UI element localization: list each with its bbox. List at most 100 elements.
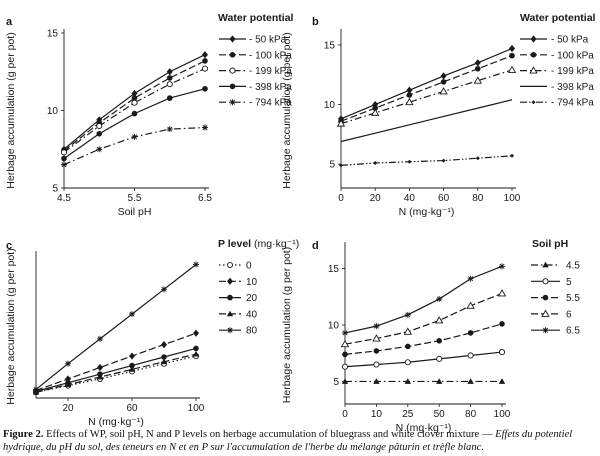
panel-d-data-point bbox=[467, 275, 474, 282]
panel-a-series-2 bbox=[60, 65, 209, 156]
panel-c-series-4 bbox=[33, 261, 199, 393]
panel-b-data-point bbox=[441, 158, 446, 163]
panel-d-data-point bbox=[373, 348, 380, 354]
panel-d-tag: d bbox=[312, 240, 319, 252]
panel-b-tag: b bbox=[312, 16, 319, 28]
panel-d-legend-label: 6.5 bbox=[566, 326, 580, 337]
panel-c-data-point bbox=[193, 329, 199, 337]
panel-d-data-point bbox=[372, 334, 381, 342]
panel-b-data-point bbox=[405, 97, 414, 106]
panel-d-x-tick-label: 25 bbox=[402, 409, 414, 420]
panel-b-series-line bbox=[340, 155, 513, 166]
panel-d-legend-marker bbox=[542, 294, 549, 301]
panel-b-legend-label: - 794 kPa bbox=[551, 98, 594, 109]
panel-a-x-tick-label: 6.5 bbox=[198, 193, 212, 204]
panel-a-y-tick-label: 10 bbox=[47, 106, 59, 117]
panel-d-series-0 bbox=[341, 378, 506, 384]
panel-a-series-line bbox=[63, 126, 206, 166]
panel-d-data-point bbox=[404, 378, 411, 384]
panel-a-x-axis-title: Soil pH bbox=[118, 206, 152, 218]
panel-a-legend-marker bbox=[229, 99, 236, 106]
panel-c-x-tick-label: 60 bbox=[126, 403, 138, 414]
panel-d-series-3 bbox=[340, 289, 507, 348]
panel-c-series-line bbox=[35, 332, 197, 391]
panel-b-data-point bbox=[475, 65, 481, 72]
panel-a-legend-label: - 100 kPa bbox=[249, 50, 292, 61]
panel-d-data-point bbox=[436, 338, 443, 344]
panel-d-data-point bbox=[436, 355, 443, 362]
panel-c-data-point bbox=[160, 358, 168, 365]
panel-d-data-point bbox=[341, 363, 349, 370]
panel-c-data-point bbox=[129, 362, 135, 369]
panel-c-data-point bbox=[65, 360, 71, 367]
panel-d-y-axis-title: Herbage accumulation (g per pot) bbox=[281, 247, 293, 403]
panel-a-data-point bbox=[131, 99, 138, 106]
panel-c-data-point bbox=[128, 366, 136, 372]
panel-b-data-point bbox=[509, 44, 515, 53]
panel-a-data-point bbox=[166, 75, 173, 81]
panel-c-data-point bbox=[161, 354, 167, 360]
panel-b-y-tick-label: 5 bbox=[329, 160, 335, 171]
panel-c-data-point bbox=[96, 373, 104, 380]
panel-d-data-point bbox=[435, 316, 444, 324]
panel-b-legend-title: Water potential bbox=[520, 12, 596, 24]
panel-c-data-point bbox=[161, 341, 167, 349]
panel-d-legend-label: 5.5 bbox=[566, 293, 580, 304]
panel-b-x-tick-label: 0 bbox=[338, 193, 344, 204]
panel-b-legend: Water potential - 50 kPa - 100 kPa - 199 kP… bbox=[520, 12, 596, 109]
panel-a-y-tick-label: 15 bbox=[47, 29, 59, 40]
panel-d-data-point bbox=[436, 378, 443, 384]
panel-b-x-tick-label: 80 bbox=[472, 193, 484, 204]
panel-b-series-4 bbox=[339, 153, 514, 168]
panel-c-legend: P level (mg·kg⁻¹) 0 10 20 40 80 bbox=[218, 238, 299, 337]
panel-d-data-point bbox=[436, 296, 443, 303]
panel-c-tag: c bbox=[6, 240, 12, 252]
panel-a-data-point bbox=[131, 110, 138, 117]
panel-b-x-tick-label: 20 bbox=[370, 193, 382, 204]
panel-b-x-tick-label: 100 bbox=[504, 193, 521, 204]
panel-b-data-point bbox=[440, 79, 447, 85]
panel-a-x-tick-label: 5.5 bbox=[128, 193, 142, 204]
panel-d-data-point bbox=[341, 378, 349, 384]
panel-d-data-point bbox=[373, 361, 380, 368]
panel-d-x-tick-label: 0 bbox=[342, 409, 348, 420]
panel-c-legend-title: P level (mg·kg⁻¹) bbox=[218, 238, 299, 250]
panel-c-data-point bbox=[129, 352, 135, 360]
caption-text: Effects of WP, soil pH, N and P levels o… bbox=[43, 429, 496, 440]
panel-b-data-point bbox=[373, 160, 378, 165]
panel-a-legend-label: - 398 kPa bbox=[249, 82, 292, 93]
panel-a-legend-marker bbox=[229, 52, 236, 58]
panel-b-series-line bbox=[340, 69, 513, 125]
panel-b-legend-label: - 398 kPa bbox=[551, 82, 594, 93]
panel-a-data-point bbox=[166, 126, 173, 133]
panel-d-y-tick-label: 15 bbox=[328, 264, 340, 275]
panel-b-y-axis-title: Herbage accumulation (g per pot) bbox=[281, 32, 293, 188]
panel-a-legend-label: - 794 kPa bbox=[249, 98, 292, 109]
panel-b-legend-label: - 100 kPa bbox=[551, 50, 594, 61]
panel-b-y-tick-label: 10 bbox=[324, 100, 336, 111]
panel-d-data-point bbox=[342, 351, 348, 358]
panel-d-data-point bbox=[403, 327, 412, 335]
panel-b-data-point bbox=[473, 76, 482, 84]
panel-c-legend-label: 40 bbox=[246, 309, 258, 320]
panel-a-data-point bbox=[166, 81, 173, 88]
panel-d-legend-marker bbox=[541, 309, 550, 317]
panel-d-series-line bbox=[344, 323, 503, 355]
panel-c-data-point bbox=[192, 350, 200, 357]
panel-b-data-point bbox=[439, 87, 448, 95]
panel-b-legend-label: - 50 kPa bbox=[551, 35, 589, 46]
panel-d-x-tick-label: 50 bbox=[434, 409, 446, 420]
panel-a-data-point bbox=[202, 58, 208, 64]
panel-a-y-axis-title: Herbage accumulation (g per pot) bbox=[5, 32, 17, 188]
panel-b-data-point bbox=[406, 86, 413, 94]
panel-d-legend-marker bbox=[542, 278, 549, 285]
panel-d-series-2 bbox=[342, 321, 505, 358]
panel-c-legend-label: 20 bbox=[246, 293, 258, 304]
panel-d-series-4 bbox=[342, 263, 505, 336]
panel-c-data-point bbox=[33, 386, 39, 393]
panel-a-legend-title: Water potential bbox=[218, 12, 294, 24]
panel-a-data-point bbox=[166, 95, 173, 101]
panel-c-legend-label: 80 bbox=[246, 326, 258, 337]
